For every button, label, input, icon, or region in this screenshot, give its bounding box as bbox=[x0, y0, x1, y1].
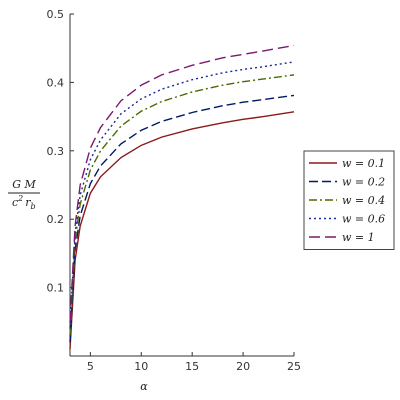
y-axis-denominator-base: c bbox=[12, 196, 18, 209]
y-tick-label: 0.4 bbox=[47, 76, 65, 89]
y-axis-denominator-var: r bbox=[25, 196, 31, 209]
x-tick-label: 20 bbox=[236, 360, 250, 373]
y-axis-denominator-sup: 2 bbox=[17, 194, 23, 203]
y-axis-numerator: G M bbox=[12, 178, 36, 191]
y-axis-title: G M c2 rb bbox=[8, 178, 40, 211]
y-axis-denominator: c2 rb bbox=[12, 194, 36, 211]
series-line-0 bbox=[69, 111, 295, 350]
x-tick-label: 10 bbox=[134, 360, 148, 373]
x-tick-label: 5 bbox=[87, 360, 94, 373]
legend-label-0: w = 0.1 bbox=[342, 157, 385, 170]
x-tick-label: 25 bbox=[287, 360, 301, 373]
y-tick-label: 0.1 bbox=[47, 282, 65, 295]
legend-label-2: w = 0.4 bbox=[342, 194, 385, 207]
x-axis-title: α bbox=[140, 380, 148, 393]
legend-box bbox=[303, 150, 395, 250]
series-line-3 bbox=[69, 61, 295, 329]
axes bbox=[69, 13, 295, 357]
series-line-4 bbox=[69, 44, 295, 322]
legend-label-1: w = 0.2 bbox=[342, 176, 385, 189]
series-layer bbox=[69, 44, 295, 350]
y-tick-label: 0.2 bbox=[47, 213, 65, 226]
y-axis-denominator-sub: b bbox=[31, 202, 36, 211]
series-line-2 bbox=[69, 74, 295, 336]
series-line-1 bbox=[69, 94, 295, 343]
tick-labels: 5 10 15 20 25 0.1 0.2 0.3 0.4 0.5 bbox=[47, 8, 302, 373]
x-tick-label: 15 bbox=[185, 360, 199, 373]
y-tick-label: 0.5 bbox=[47, 8, 65, 21]
y-tick-label: 0.3 bbox=[47, 145, 65, 158]
legend-label-4: w = 1 bbox=[342, 231, 375, 244]
legend: w = 0.1 w = 0.2 w = 0.4 w = 0.6 w = 1 bbox=[303, 150, 395, 250]
legend-label-3: w = 0.6 bbox=[342, 213, 385, 226]
